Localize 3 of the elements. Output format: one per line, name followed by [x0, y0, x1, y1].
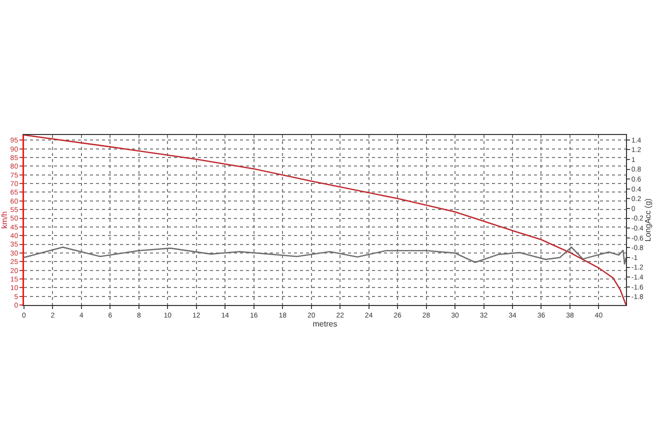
y-axis-title: km/h	[0, 211, 9, 229]
y2-axis-title: LongAcc (g)	[644, 198, 653, 242]
x-axis-title: metres	[312, 320, 338, 328]
